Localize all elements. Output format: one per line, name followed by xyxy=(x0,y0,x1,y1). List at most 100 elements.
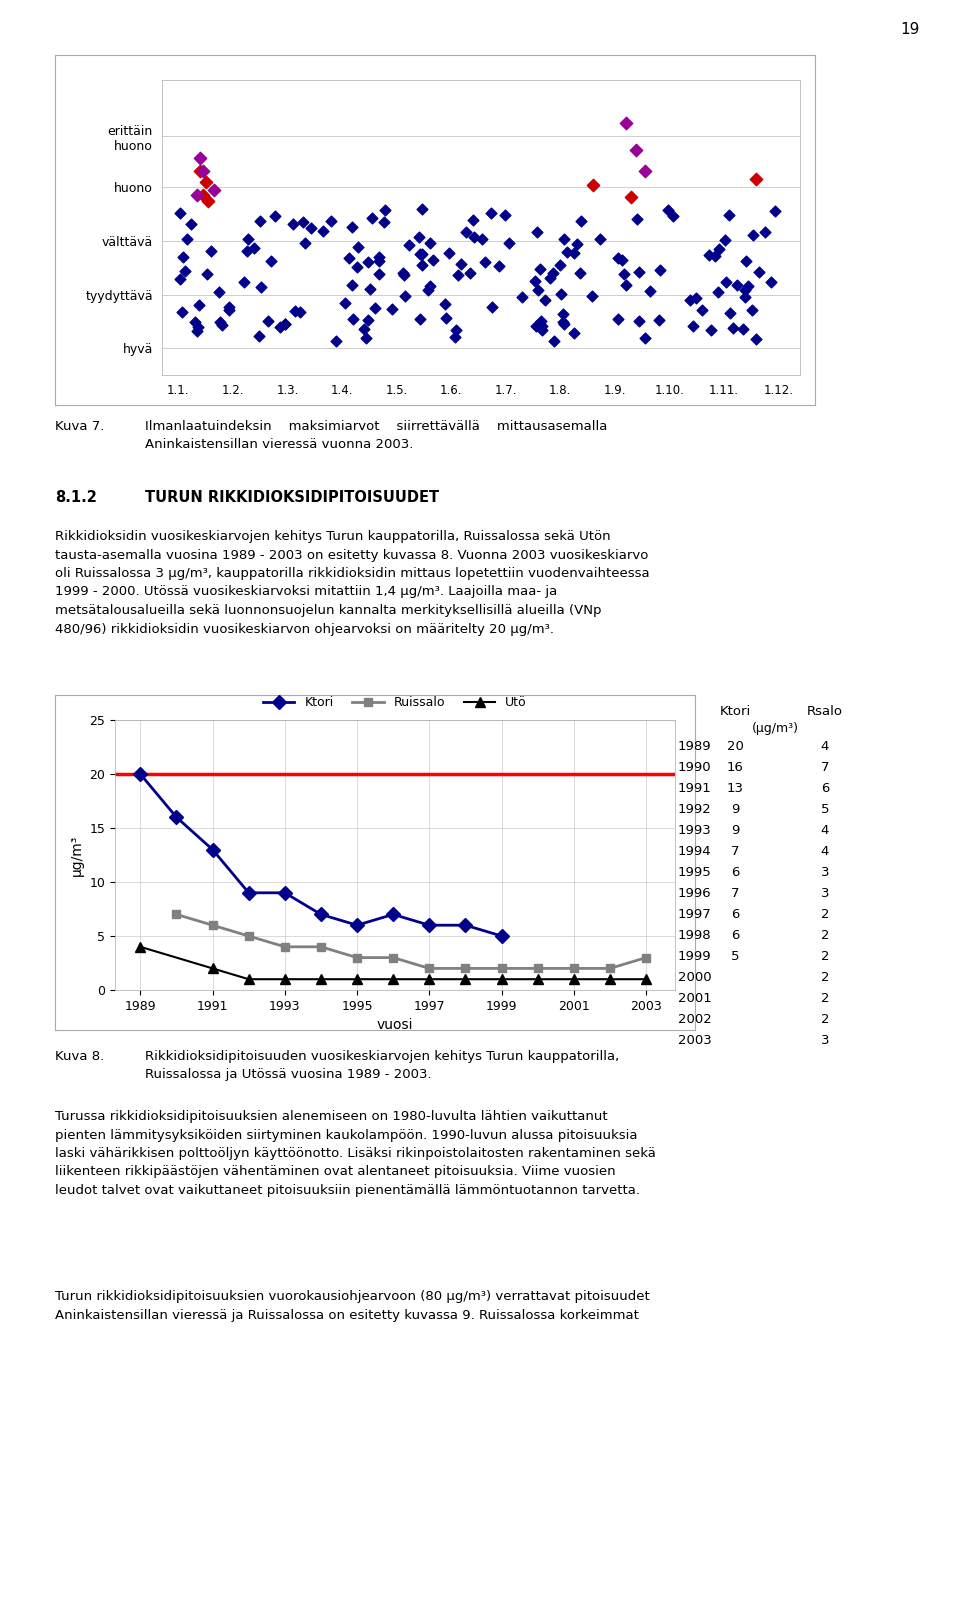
Point xyxy=(362,277,377,303)
Point xyxy=(748,327,763,353)
Point xyxy=(651,308,666,333)
Point xyxy=(768,198,783,224)
Point xyxy=(757,219,773,245)
Point xyxy=(695,298,710,324)
Point xyxy=(514,284,529,309)
Point xyxy=(660,198,676,224)
Text: 1993: 1993 xyxy=(678,823,711,838)
Point xyxy=(483,200,498,226)
Text: Kuva 7.: Kuva 7. xyxy=(55,420,105,433)
Point xyxy=(653,256,668,282)
Point xyxy=(372,245,387,271)
Point xyxy=(221,296,236,322)
Text: 13: 13 xyxy=(727,781,743,794)
Point xyxy=(610,306,625,332)
Text: Aninkaistensillan vieressä vuonna 2003.: Aninkaistensillan vieressä vuonna 2003. xyxy=(145,438,414,451)
Text: 2001: 2001 xyxy=(678,992,711,1005)
Point xyxy=(193,145,208,171)
Text: 16: 16 xyxy=(727,760,743,773)
Text: TURUN RIKKIDIOKSIDIPITOISUUDET: TURUN RIKKIDIOKSIDIPITOISUUDET xyxy=(145,490,439,504)
Point xyxy=(623,184,638,209)
Point xyxy=(683,287,698,313)
Text: 9: 9 xyxy=(731,823,739,838)
Point xyxy=(467,224,482,250)
Text: Turun rikkidioksidipitoisuuksien vuorokausiohjearvoon (80 μg/m³) verrattavat pit: Turun rikkidioksidipitoisuuksien vuoroka… xyxy=(55,1290,650,1321)
Point xyxy=(533,256,548,282)
Point xyxy=(485,295,500,321)
Point xyxy=(260,308,276,333)
Point xyxy=(737,277,753,303)
Point xyxy=(323,208,338,234)
Point xyxy=(556,309,571,335)
Point xyxy=(542,266,558,292)
Point xyxy=(630,206,645,232)
Point xyxy=(528,269,543,295)
Point xyxy=(345,272,360,298)
Point xyxy=(711,235,727,261)
Point xyxy=(684,313,700,338)
Point xyxy=(636,158,652,184)
Point xyxy=(530,277,545,303)
Point xyxy=(708,243,723,269)
Point xyxy=(215,313,230,338)
Point xyxy=(702,242,717,267)
Point xyxy=(316,217,331,243)
Text: 1998: 1998 xyxy=(678,930,711,942)
Text: 8.1.2: 8.1.2 xyxy=(55,490,97,504)
Point xyxy=(292,298,307,324)
Text: 7: 7 xyxy=(731,888,739,901)
Text: 1992: 1992 xyxy=(678,802,711,817)
Point xyxy=(718,269,733,295)
Point xyxy=(560,238,575,264)
Point xyxy=(745,222,760,248)
Text: 3: 3 xyxy=(821,867,829,880)
Point xyxy=(557,226,572,251)
Point xyxy=(738,248,754,274)
Point xyxy=(286,211,301,237)
Point xyxy=(566,240,582,266)
Y-axis label: μg/m³: μg/m³ xyxy=(70,834,84,876)
Point xyxy=(337,290,352,316)
Point xyxy=(173,266,188,292)
Text: 1997: 1997 xyxy=(678,909,711,921)
Point xyxy=(193,158,208,184)
Point xyxy=(297,230,312,256)
Text: 9: 9 xyxy=(731,802,739,817)
Point xyxy=(212,309,228,335)
Text: Kuva 8.: Kuva 8. xyxy=(55,1050,105,1063)
Text: 2: 2 xyxy=(821,992,829,1005)
Text: 2: 2 xyxy=(821,930,829,942)
Point xyxy=(462,261,477,287)
Point xyxy=(361,250,376,275)
Point xyxy=(528,314,543,340)
Point xyxy=(722,203,737,229)
Point xyxy=(371,248,386,274)
Point xyxy=(448,317,464,343)
Point xyxy=(395,259,410,285)
Point xyxy=(277,311,293,337)
Point xyxy=(180,226,195,251)
Point xyxy=(364,205,379,230)
Point xyxy=(735,316,751,342)
Point xyxy=(618,272,634,298)
Point xyxy=(723,300,738,325)
Point xyxy=(240,226,255,251)
Point xyxy=(497,203,513,229)
Text: 2: 2 xyxy=(821,909,829,921)
Legend: Ktori, Ruissalo, Utö: Ktori, Ruissalo, Utö xyxy=(258,691,532,714)
Point xyxy=(198,169,213,195)
Text: Rikkidioksidipitoisuuden vuosikeskiarvojen kehitys Turun kauppatorilla,: Rikkidioksidipitoisuuden vuosikeskiarvoj… xyxy=(145,1050,619,1063)
Text: 3: 3 xyxy=(821,1034,829,1047)
Point xyxy=(637,325,653,351)
Point xyxy=(438,304,453,330)
Point xyxy=(195,182,210,208)
Text: 1991: 1991 xyxy=(678,781,711,794)
Text: Rikkidioksidin vuosikeskiarvojen kehitys Turun kauppatorilla, Ruissalossa sekä U: Rikkidioksidin vuosikeskiarvojen kehitys… xyxy=(55,530,650,635)
Point xyxy=(200,261,215,287)
Text: Ktori: Ktori xyxy=(719,706,751,719)
Point xyxy=(592,226,608,251)
Text: 2: 2 xyxy=(821,950,829,963)
Point xyxy=(745,296,760,322)
Text: 7: 7 xyxy=(821,760,829,773)
Point xyxy=(273,314,288,340)
